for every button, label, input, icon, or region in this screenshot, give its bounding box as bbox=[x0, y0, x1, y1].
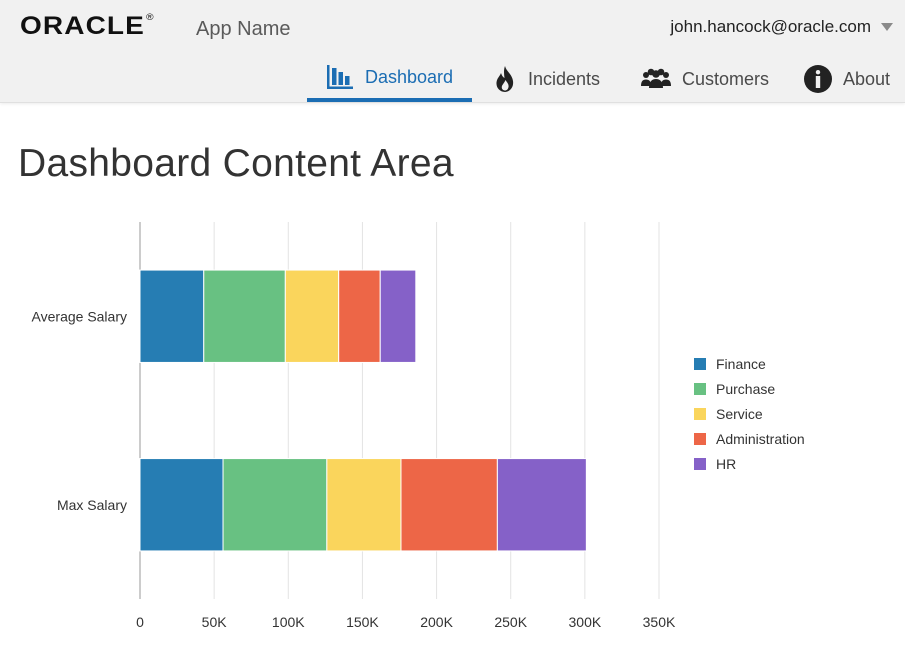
chart-bar-segment[interactable] bbox=[379, 269, 417, 363]
chart-bar-segment[interactable] bbox=[284, 269, 340, 363]
info-icon bbox=[804, 65, 832, 93]
legend-label: HR bbox=[716, 455, 737, 472]
tab-about[interactable]: About bbox=[785, 56, 903, 102]
chart-x-tick-label: 150K bbox=[346, 614, 379, 630]
tab-customers-label: Customers bbox=[682, 68, 770, 89]
flame-icon bbox=[496, 66, 514, 92]
legend-label: Administration bbox=[716, 430, 805, 447]
chart-bar-segment[interactable] bbox=[496, 458, 587, 552]
legend-label: Finance bbox=[716, 355, 766, 372]
oracle-logo[interactable]: ORACLE® bbox=[20, 12, 155, 41]
legend-item[interactable]: Administration bbox=[694, 426, 805, 451]
chart-bar-segment[interactable] bbox=[400, 458, 498, 552]
tab-dashboard-label: Dashboard bbox=[365, 66, 454, 87]
legend-label: Service bbox=[716, 405, 763, 422]
chart-x-tick-label: 0 bbox=[136, 614, 144, 630]
chevron-down-icon[interactable] bbox=[881, 23, 893, 31]
chart-category-label: Average Salary bbox=[32, 308, 127, 324]
chart-bar-segment[interactable] bbox=[203, 269, 286, 363]
chart-x-tick-label: 250K bbox=[494, 614, 527, 630]
page-title: Dashboard Content Area bbox=[18, 142, 454, 185]
chart-bar-segment[interactable] bbox=[139, 458, 224, 552]
user-email[interactable]: john.hancock@oracle.com bbox=[670, 17, 871, 36]
legend-swatch bbox=[694, 357, 706, 370]
chart-bars bbox=[139, 269, 587, 552]
tab-dashboard[interactable]: Dashboard bbox=[307, 56, 472, 102]
legend-item[interactable]: Service bbox=[694, 401, 805, 426]
chart-x-tick-labels: 0 50K 100K 150K 200K 250K 300K 350K bbox=[136, 614, 676, 630]
chart-legend: Finance Purchase Service Administration HR bbox=[694, 351, 805, 476]
bar-chart-icon bbox=[327, 65, 353, 89]
chart-bar-segment[interactable] bbox=[326, 458, 402, 552]
legend-swatch bbox=[694, 432, 706, 445]
main-navigation: Dashboard Incidents Customers bbox=[0, 56, 905, 102]
chart-category-label: Max Salary bbox=[57, 497, 127, 513]
chart-x-tick-label: 300K bbox=[569, 614, 602, 630]
salary-stacked-bar-chart: Average Salary Max Salary 0 50K 100K 150K 200… bbox=[32, 222, 676, 630]
legend-label: Purchase bbox=[716, 380, 776, 397]
logo-text: ORACLE bbox=[20, 12, 145, 40]
app-header: ORACLE® App Name john.hancock@oracle.com… bbox=[0, 0, 905, 103]
chart-x-tick-label: 200K bbox=[420, 614, 453, 630]
chart-bar-segment[interactable] bbox=[338, 269, 381, 363]
chart-x-tick-label: 50K bbox=[202, 614, 228, 630]
user-menu[interactable]: john.hancock@oracle.com bbox=[670, 17, 893, 37]
legend-item[interactable]: Finance bbox=[694, 351, 805, 376]
chart-bar-segment[interactable] bbox=[139, 269, 205, 363]
legend-item[interactable]: Purchase bbox=[694, 376, 805, 401]
logo-registered-mark: ® bbox=[146, 12, 155, 22]
chart-bar-segment[interactable] bbox=[222, 458, 328, 552]
tab-about-label: About bbox=[843, 68, 891, 89]
people-icon bbox=[641, 68, 671, 88]
legend-swatch bbox=[694, 407, 706, 420]
tab-customers[interactable]: Customers bbox=[622, 56, 782, 102]
app-name: App Name bbox=[196, 18, 291, 40]
legend-swatch bbox=[694, 457, 706, 470]
chart-x-tick-label: 100K bbox=[272, 614, 305, 630]
chart-x-tick-label: 350K bbox=[643, 614, 676, 630]
chart-category-labels: Average Salary Max Salary bbox=[32, 308, 127, 513]
legend-swatch bbox=[694, 382, 706, 395]
tab-incidents[interactable]: Incidents bbox=[474, 56, 619, 102]
legend-item[interactable]: HR bbox=[694, 451, 805, 476]
tab-incidents-label: Incidents bbox=[528, 68, 601, 89]
